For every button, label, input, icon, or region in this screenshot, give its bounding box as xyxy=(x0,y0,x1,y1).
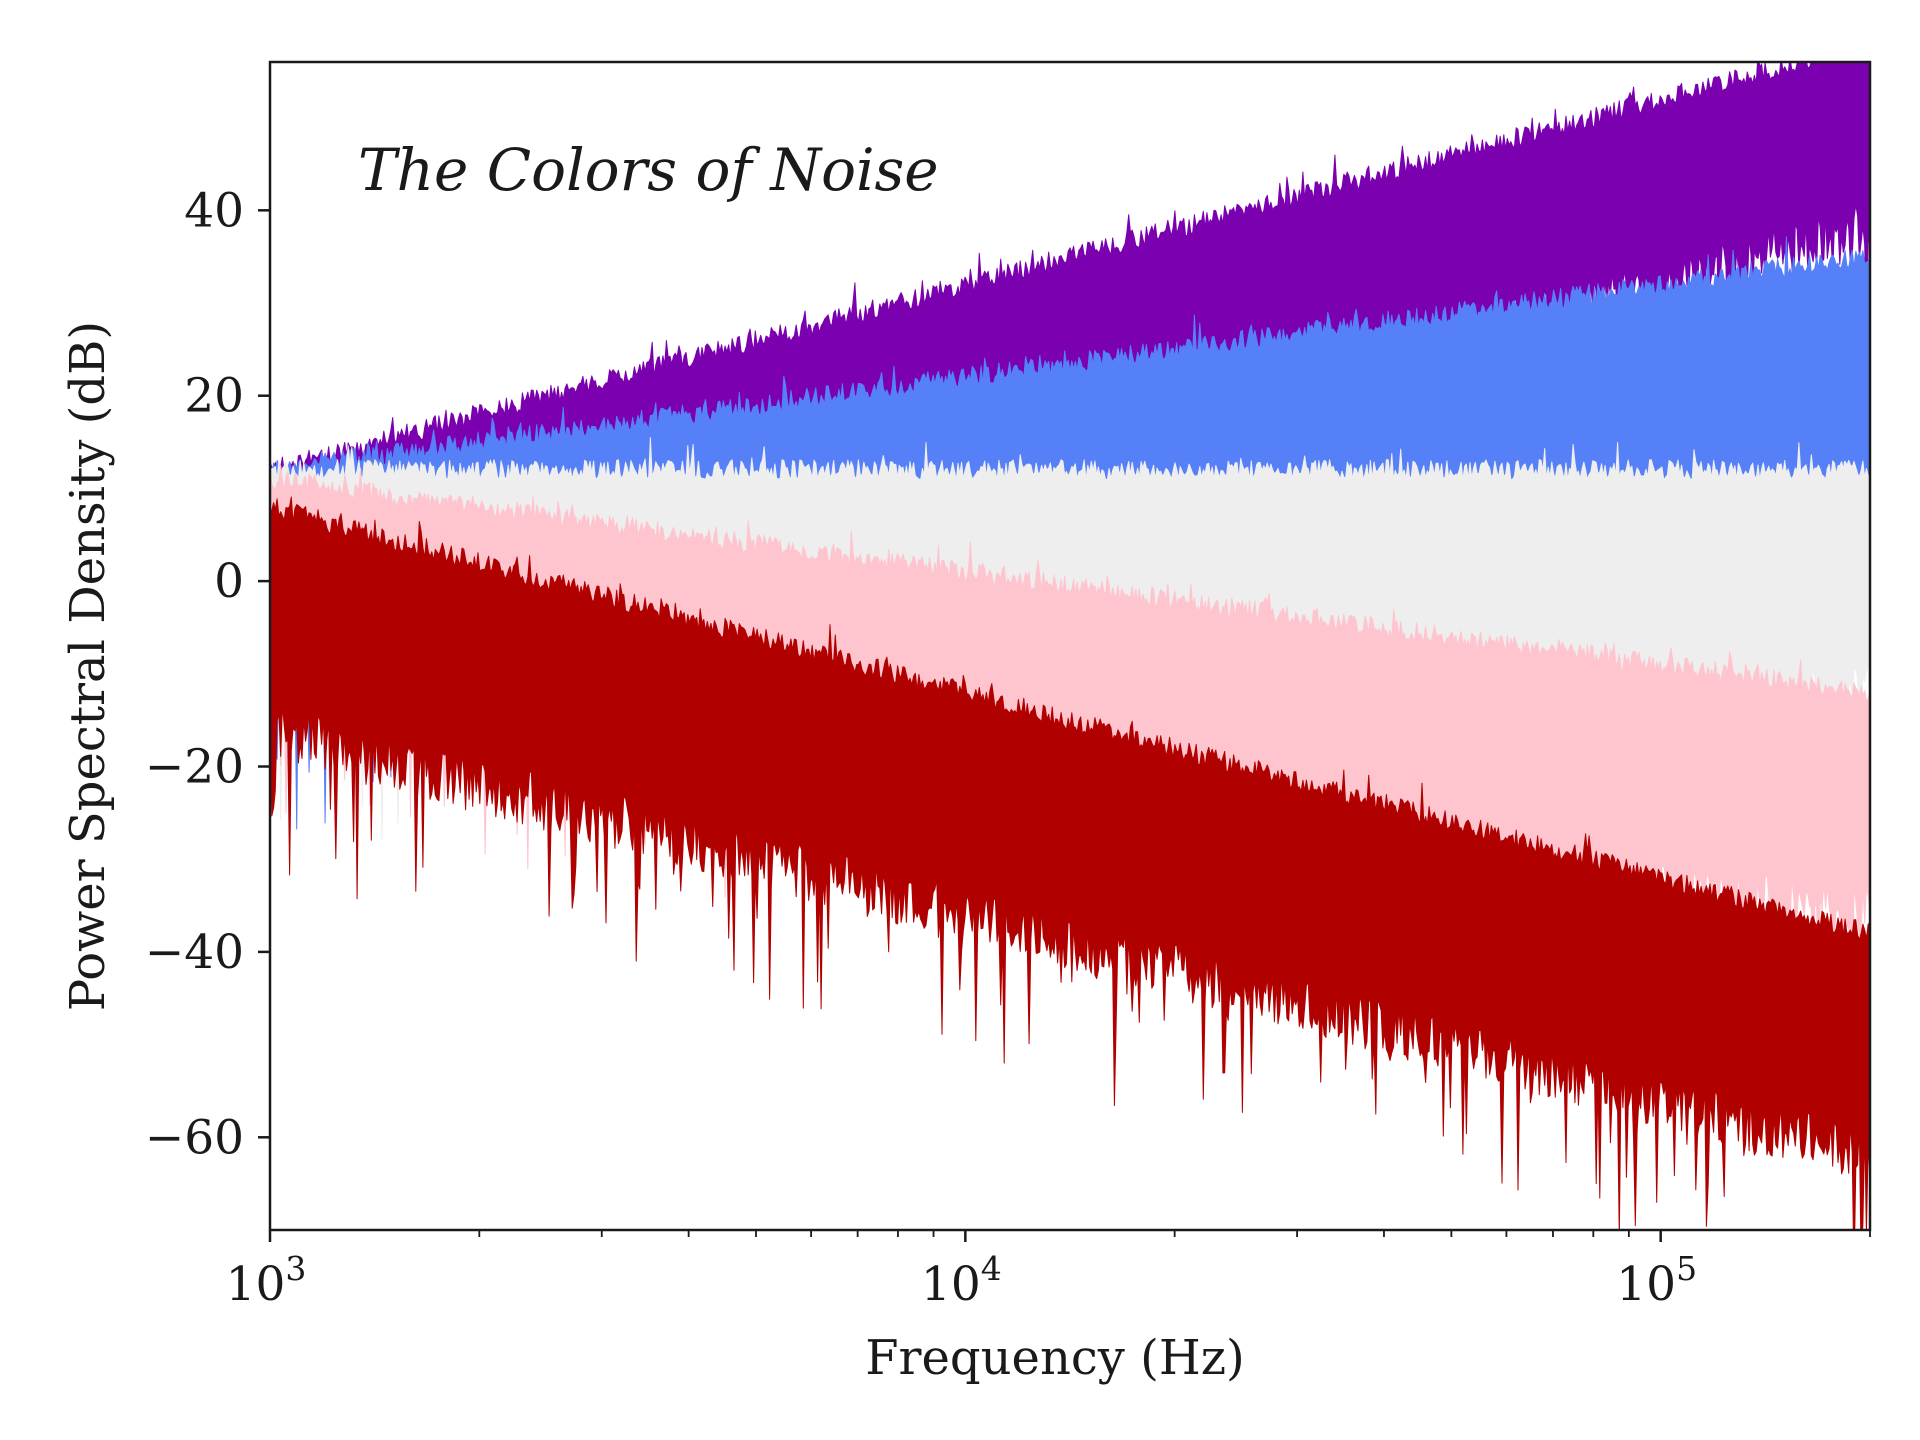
x-axis-label: Frequency (Hz) xyxy=(865,1330,1244,1386)
x-tick-label: 105 xyxy=(1616,1249,1697,1312)
y-tick-label: −60 xyxy=(145,1110,244,1165)
y-axis-label: Power Spectral Density (dB) xyxy=(60,321,116,1011)
y-tick-label: −40 xyxy=(145,925,244,980)
x-tick-label: 103 xyxy=(226,1249,307,1312)
y-axis-ticks: 40 20 0 −20 −40 −60 xyxy=(145,183,270,1165)
chart-title: The Colors of Noise xyxy=(358,136,939,204)
x-tick-label: 104 xyxy=(921,1249,1002,1312)
x-axis-ticks: 103 104 105 xyxy=(226,1230,1871,1312)
y-tick-label: 40 xyxy=(184,183,244,238)
series-layer xyxy=(270,62,1870,1230)
y-tick-label: −20 xyxy=(145,740,244,795)
plot-area-frame xyxy=(268,60,1872,1232)
series-band-5 xyxy=(270,496,1870,1230)
y-tick-label: 20 xyxy=(184,369,244,424)
y-tick-label: 0 xyxy=(214,554,244,609)
